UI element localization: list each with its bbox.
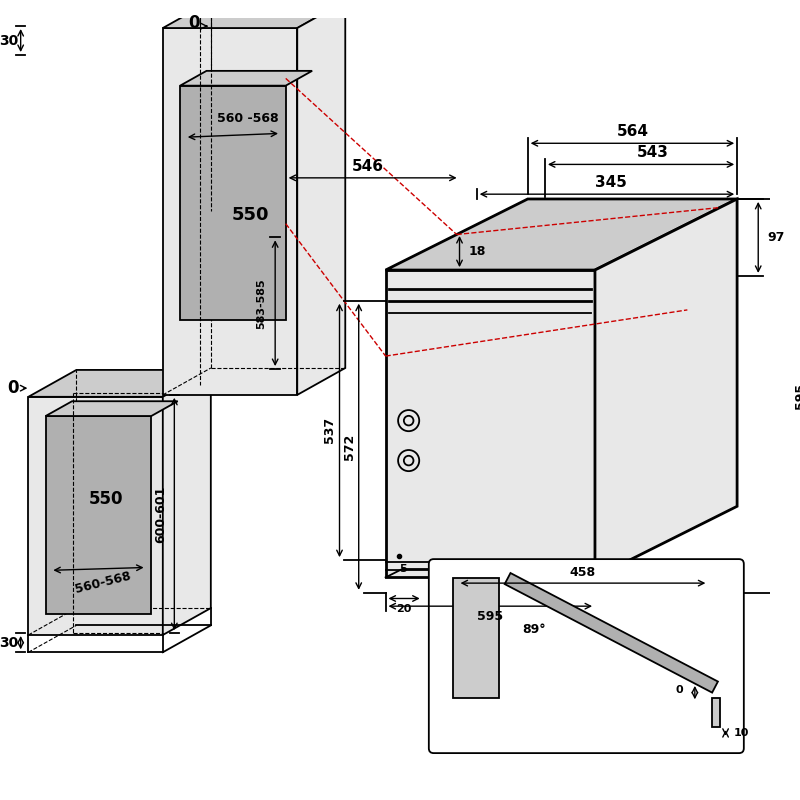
Polygon shape: [46, 416, 151, 614]
Text: 543: 543: [637, 146, 669, 160]
Polygon shape: [505, 573, 718, 693]
Text: 572: 572: [342, 434, 356, 460]
Text: 550: 550: [231, 206, 269, 223]
Text: 97: 97: [768, 231, 786, 244]
Text: 0: 0: [188, 14, 199, 32]
Polygon shape: [712, 698, 720, 727]
Text: 560 -568: 560 -568: [217, 112, 278, 126]
Polygon shape: [28, 397, 163, 635]
Polygon shape: [386, 270, 595, 578]
Text: 20: 20: [396, 604, 412, 614]
Text: 0: 0: [7, 379, 18, 397]
Text: 583-585: 583-585: [256, 278, 266, 329]
Text: 537: 537: [323, 418, 337, 443]
Text: 550: 550: [89, 490, 123, 508]
Text: 600-601: 600-601: [154, 486, 167, 542]
Polygon shape: [595, 199, 737, 578]
Text: 18: 18: [468, 245, 486, 258]
Polygon shape: [386, 199, 737, 270]
Text: 458: 458: [570, 566, 595, 579]
Text: 0: 0: [676, 685, 683, 694]
Text: 560-568: 560-568: [74, 569, 133, 595]
Text: 89°: 89°: [522, 622, 546, 636]
Polygon shape: [180, 86, 286, 320]
FancyBboxPatch shape: [429, 559, 744, 753]
Text: 5: 5: [399, 563, 407, 574]
Text: 564: 564: [617, 124, 649, 139]
Text: 10: 10: [734, 728, 749, 738]
Polygon shape: [298, 1, 346, 395]
Text: 595: 595: [478, 610, 503, 623]
Polygon shape: [46, 402, 178, 416]
Text: 30: 30: [0, 636, 18, 650]
Polygon shape: [163, 1, 346, 28]
Polygon shape: [163, 370, 211, 635]
Text: 546: 546: [351, 159, 383, 174]
Polygon shape: [180, 71, 312, 86]
Polygon shape: [453, 578, 499, 698]
Text: 345: 345: [595, 175, 627, 190]
Text: 595: 595: [794, 382, 800, 409]
Polygon shape: [163, 28, 298, 395]
Text: 30: 30: [0, 34, 18, 47]
Polygon shape: [28, 370, 211, 397]
